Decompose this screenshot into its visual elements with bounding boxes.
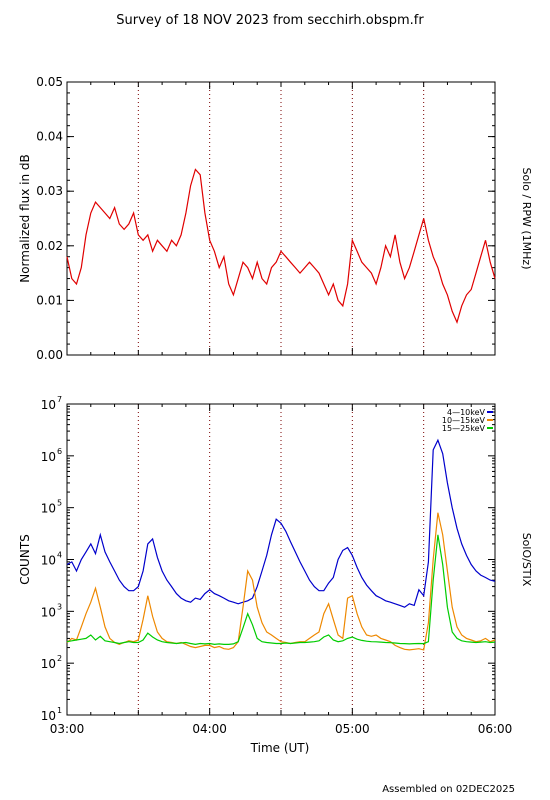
legend-label: 4—10keV xyxy=(447,408,486,417)
y-tick-label: 10 xyxy=(41,657,56,671)
stix-series-2 xyxy=(66,534,496,646)
y-tick-exponent: 7 xyxy=(57,395,62,404)
instrument-label: SolO/STIX xyxy=(520,533,533,587)
y-tick-label: 10 xyxy=(41,398,56,412)
x-tick-label: 04:00 xyxy=(192,722,227,736)
y-tick-label: 10 xyxy=(41,554,56,568)
y-axis-label: COUNTS xyxy=(18,534,32,585)
y-tick-label: 0.04 xyxy=(36,130,63,144)
x-tick-label: 03:00 xyxy=(50,722,85,736)
y-tick-label: 10 xyxy=(41,450,56,464)
y-axis-label: Normalized flux in dB xyxy=(18,154,32,283)
y-tick-label: 0.05 xyxy=(36,75,63,89)
y-tick-label: 10 xyxy=(41,502,56,516)
y-tick-label: 0.02 xyxy=(36,239,63,253)
stix-series-1 xyxy=(66,512,496,651)
legend-label: 10—15keV xyxy=(442,416,486,425)
y-tick-label: 0.01 xyxy=(36,293,63,307)
stix-series-0 xyxy=(66,438,496,608)
x-axis-label: Time (UT) xyxy=(250,741,310,755)
y-tick-exponent: 5 xyxy=(57,499,62,508)
x-tick-label: 05:00 xyxy=(335,722,370,736)
y-tick-label: 0.00 xyxy=(36,348,63,362)
y-tick-exponent: 4 xyxy=(57,551,62,560)
y-tick-exponent: 3 xyxy=(57,602,62,611)
y-tick-label: 10 xyxy=(41,709,56,723)
footer-assembled: Assembled on 02DEC2025 xyxy=(382,784,515,795)
y-tick-exponent: 2 xyxy=(57,654,62,663)
y-tick-label: 10 xyxy=(41,605,56,619)
rpw-flux-series xyxy=(66,168,496,324)
legend-label: 15—25keV xyxy=(442,424,486,433)
y-tick-exponent: 1 xyxy=(57,706,62,715)
instrument-label: Solo / RPW (1MHz) xyxy=(520,168,533,270)
y-tick-exponent: 6 xyxy=(57,447,62,456)
x-tick-label: 06:00 xyxy=(478,722,513,736)
chart-title: Survey of 18 NOV 2023 from secchirh.obsp… xyxy=(116,13,424,28)
y-tick-label: 0.03 xyxy=(36,184,63,198)
rpw-panel: Normalized flux in dB Solo / RPW (1MHz) 0.… xyxy=(18,75,533,362)
